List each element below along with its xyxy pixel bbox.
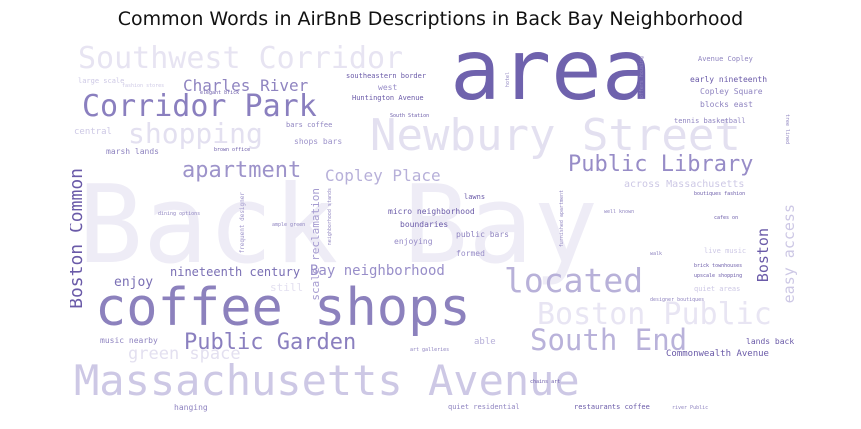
- word-nineteenth-century: nineteenth century: [170, 265, 301, 279]
- word-brown-office: brown office: [214, 147, 251, 153]
- word-early-nineteenth: early nineteenth: [690, 75, 768, 84]
- word-river-public: river Public: [672, 405, 709, 411]
- word-enjoy: enjoy: [114, 275, 154, 290]
- word-walk: walk: [650, 251, 663, 257]
- word-public-library: Public Library: [568, 152, 754, 177]
- word-bay-neighborhood: Bay neighborhood: [310, 263, 445, 279]
- word-hanging: hanging: [174, 403, 208, 412]
- word-avenue-copley: Avenue Copley: [698, 55, 753, 63]
- word-charles-river: Charles River: [183, 76, 309, 95]
- word-green-space: green space: [128, 344, 241, 364]
- word-apartment: apartment: [182, 158, 302, 183]
- word-offers-housing: offers housing: [639, 56, 645, 99]
- word-southeastern-border: southeastern border: [346, 72, 427, 80]
- word-upscale-shopping: upscale shopping: [694, 273, 743, 279]
- word-shops-bars: shops bars: [294, 137, 343, 146]
- word-massachusetts-avenue: Massachusetts Avenue: [74, 356, 580, 405]
- word-boutiques-fashion: boutiques fashion: [694, 191, 746, 197]
- word-copley-square: Copley Square: [700, 87, 763, 96]
- word-west: west: [378, 83, 398, 92]
- word-cloud: Back Bay Newbury Street Southwest Corrid…: [70, 42, 805, 412]
- word-enjoying: enjoying: [394, 237, 433, 246]
- word-boston: Boston: [754, 228, 772, 283]
- word-easy-access: easy access: [780, 204, 798, 304]
- word-tree-lined: tree lined: [784, 114, 790, 145]
- word-quiet-residential: quiet residential: [448, 403, 520, 411]
- word-fashion-stores: fashion stores: [122, 83, 165, 89]
- word-corridor-park: Corridor Park: [82, 89, 317, 124]
- word-commonwealth-avenue: Commonwealth Avenue: [666, 349, 769, 359]
- word-hotel: hotel: [505, 72, 511, 88]
- word-live-music: live music: [704, 247, 747, 255]
- word-south-station: South Station: [390, 113, 430, 119]
- word-lawns: lawns: [464, 193, 486, 201]
- word-newbury-street: Newbury Street: [370, 110, 741, 161]
- word-huntington-avenue: Huntington Avenue: [352, 94, 424, 102]
- word-across-massachusetts: across Massachusetts: [624, 179, 745, 190]
- word-scale-reclamation: scale reclamation: [309, 188, 322, 301]
- word-art-galleries: art galleries: [410, 347, 450, 353]
- word-large-scale: large scale: [78, 77, 125, 85]
- word-shopping: shopping: [128, 117, 263, 150]
- word-quiet-areas: quiet areas: [694, 285, 741, 293]
- word-tennis-basketball: tennis basketball: [674, 117, 746, 125]
- word-area: area: [450, 42, 653, 119]
- word-located: located: [504, 261, 644, 300]
- word-boston-common: Boston Common: [70, 168, 87, 309]
- word-chains-art: chains art: [530, 379, 561, 385]
- word-coffee-shops: coffee shops: [95, 278, 471, 338]
- word-public-bars: public bars: [456, 230, 509, 239]
- word-boundaries: boundaries: [400, 220, 449, 229]
- word-music-nearby: music nearby: [100, 336, 158, 345]
- word-south-end: South End: [530, 323, 688, 357]
- word-frequent-designer: frequent designer: [239, 192, 246, 254]
- chart-title: Common Words in AirBnB Descriptions in B…: [117, 8, 744, 30]
- word-well-known: well known: [604, 209, 635, 215]
- word-furnished-apartment: furnished apartment: [559, 190, 565, 248]
- word-bars-coffee: bars coffee: [286, 121, 333, 129]
- word-brick-townhouses: brick townhouses: [694, 263, 743, 269]
- word-copley-place: Copley Place: [325, 166, 441, 185]
- word-southwest-corridor: Southwest Corridor: [78, 42, 404, 76]
- word-dining-options: dining options: [158, 211, 201, 217]
- word-restaurants-coffee: restaurants coffee: [574, 403, 650, 411]
- word-formed: formed: [456, 249, 485, 258]
- word-designer-boutiques: designer boutiques: [650, 297, 705, 303]
- word-neighborhood-stands: neighborhood stands: [327, 188, 333, 246]
- word-public-garden: Public Garden: [184, 330, 357, 355]
- word-still: still: [270, 281, 304, 294]
- word-ample-green: ample green: [272, 222, 306, 228]
- word-elegant-brick: elegant brick: [200, 90, 240, 96]
- word-cafes-on: cafes on: [714, 215, 739, 221]
- word-blocks-east: blocks east: [700, 100, 753, 109]
- word-micro-neighborhood: micro neighborhood: [388, 207, 475, 216]
- word-central: central: [74, 127, 112, 137]
- word-boston-public: Boston Public: [537, 297, 772, 332]
- word-able: able: [474, 337, 496, 347]
- word-marsh-lands: marsh lands: [106, 147, 159, 156]
- word-lands-back: lands back: [746, 337, 795, 346]
- word-back-bay: Back Bay: [78, 163, 599, 288]
